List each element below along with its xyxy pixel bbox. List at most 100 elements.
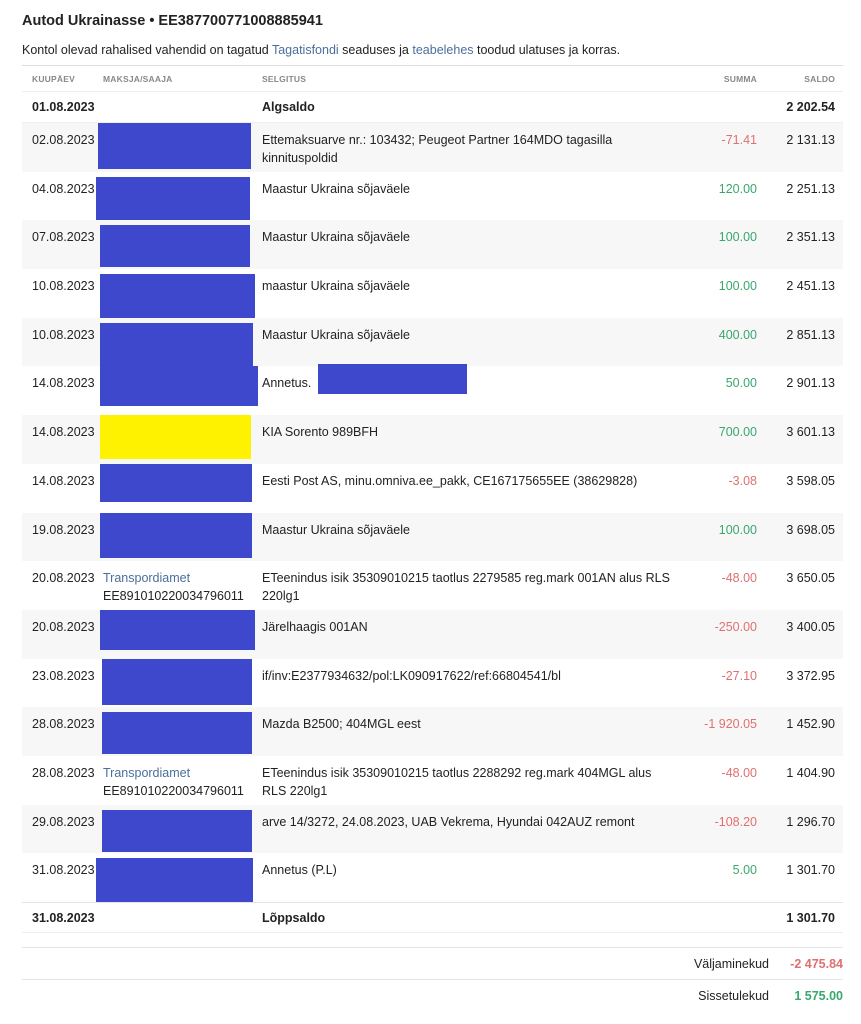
redaction-box	[318, 364, 467, 395]
payer-iban: EE891010220034796011	[103, 589, 244, 604]
redaction-box	[100, 274, 255, 319]
closing-balance-row: 31.08.2023 Lõppsaldo 1 301.70	[22, 902, 843, 933]
redaction-box	[100, 463, 252, 502]
description: ETeenindus isik 35309010215 taotlus 2288…	[262, 765, 652, 798]
redaction-box	[96, 858, 253, 903]
date: 20.08.2023	[32, 571, 95, 586]
table-row[interactable]: 14.08.2023 Eesti Post AS, minu.omniva.ee…	[22, 463, 843, 513]
balance: 1 301.70	[786, 910, 835, 925]
note-text: seaduses ja	[338, 43, 413, 57]
balance: 3 698.05	[786, 522, 835, 537]
opening-balance-row: 01.08.2023 Algsaldo 2 202.54	[22, 92, 843, 123]
deposit-guarantee-note: Kontol olevad rahalised vahendid on taga…	[22, 43, 620, 57]
date: 31.08.2023	[32, 863, 95, 878]
description: Järelhaagis 001AN	[262, 619, 368, 634]
redaction-box	[100, 609, 255, 650]
description: Ettemaksuarve nr.: 103432; Peugeot Partn…	[262, 133, 613, 165]
balance: 2 202.54	[786, 100, 835, 114]
table-row[interactable]: 20.08.2023 Järelhaagis 001AN -250.00 3 4…	[22, 609, 843, 659]
description: Annetus (P.L)	[262, 863, 337, 878]
description: Mazda B2500; 404MGL eest	[262, 717, 421, 732]
amount: -1 920.05	[704, 717, 757, 732]
balance: 2 251.13	[786, 181, 835, 196]
table-row[interactable]: 10.08.2023 maastur Ukraina sõjaväele 100…	[22, 269, 843, 319]
payer: Transpordiamet EE891010220034796011	[103, 764, 262, 805]
description: Maastur Ukraina sõjaväele	[262, 181, 410, 196]
table-row[interactable]: 23.08.2023 if/inv:E2377934632/pol:LK0909…	[22, 658, 843, 708]
col-date: KUUPÄEV	[32, 73, 75, 84]
redaction-box	[100, 225, 250, 268]
description: KIA Sorento 989BFH	[262, 425, 379, 440]
col-amount: SUMMA	[723, 73, 757, 84]
table-row[interactable]: 02.08.2023 Ettemaksuarve nr.: 103432; Pe…	[22, 123, 843, 172]
date: 19.08.2023	[32, 522, 95, 537]
table-row[interactable]: 10.08.2023 Maastur Ukraina sõjaväele 400…	[22, 317, 843, 367]
out-label: Väljaminekud	[693, 956, 769, 971]
payer: Transpordiamet EE891010220034796011	[103, 569, 262, 610]
date: 10.08.2023	[32, 279, 95, 294]
description: Annetus.	[262, 376, 312, 391]
description: Maastur Ukraina sõjaväele	[262, 522, 410, 537]
note-text: toodud ulatuses ja korras.	[473, 43, 621, 57]
description: if/inv:E2377934632/pol:LK090917622/ref:6…	[262, 668, 561, 683]
in-label: Sissetulekud	[698, 988, 769, 1003]
balance: 1 296.70	[786, 814, 835, 829]
date: 14.08.2023	[32, 473, 95, 488]
redaction-box	[100, 415, 251, 460]
table-row[interactable]: 31.08.2023 Annetus (P.L) 5.00 1 301.70	[22, 853, 843, 903]
table-row[interactable]: 28.08.2023 Mazda B2500; 404MGL eest -1 9…	[22, 707, 843, 756]
amount: 100.00	[718, 522, 757, 537]
amount: -250.00	[714, 619, 757, 634]
redaction-box	[96, 176, 250, 222]
out-value: -2 475.84	[790, 956, 843, 971]
balance: 2 851.13	[786, 327, 835, 342]
total-incoming: Sissetulekud 1 575.00	[22, 979, 843, 1011]
balance: 1 452.90	[786, 717, 835, 732]
total-outgoing: Väljaminekud -2 475.84	[22, 947, 843, 979]
description: ETeenindus isik 35309010215 taotlus 2279…	[262, 571, 670, 604]
date: 31.08.2023	[32, 910, 95, 925]
amount: 120.00	[718, 181, 757, 196]
amount: -71.41	[721, 133, 757, 147]
description: Maastur Ukraina sõjaväele	[262, 230, 410, 245]
payer-link[interactable]: Transpordiamet	[103, 765, 191, 780]
label: Algsaldo	[262, 100, 315, 114]
table-row[interactable]: 20.08.2023 Transpordiamet EE8910102200347…	[22, 561, 843, 610]
col-payer: MAKSJA/SAAJA	[103, 73, 173, 84]
table-row[interactable]: 28.08.2023 Transpordiamet EE8910102200347…	[22, 756, 843, 805]
date: 10.08.2023	[32, 327, 95, 342]
amount: -108.20	[714, 814, 757, 829]
date: 07.08.2023	[32, 230, 95, 245]
balance: 2 131.13	[786, 133, 835, 147]
balance: 1 404.90	[786, 765, 835, 780]
redaction-box	[98, 123, 251, 169]
amount: 700.00	[718, 425, 757, 440]
note-text: Kontol olevad rahalised vahendid on taga…	[22, 43, 272, 57]
table-row[interactable]: 14.08.2023 Annetus. 50.00 2 901.13	[22, 364, 843, 415]
balance: 1 301.70	[786, 863, 835, 878]
amount: 5.00	[732, 863, 757, 878]
date: 23.08.2023	[32, 668, 95, 683]
balance: 2 901.13	[786, 376, 835, 391]
table-row[interactable]: 07.08.2023 Maastur Ukraina sõjaväele 100…	[22, 220, 843, 270]
table-row[interactable]: 29.08.2023 arve 14/3272, 24.08.2023, UAB…	[22, 804, 843, 854]
amount: 50.00	[725, 376, 757, 391]
teabelehes-link[interactable]: teabelehes	[412, 43, 474, 57]
redaction-box	[102, 809, 252, 852]
amount: -27.10	[721, 668, 757, 683]
in-value: 1 575.00	[794, 988, 843, 1003]
date: 20.08.2023	[32, 619, 95, 634]
description: maastur Ukraina sõjaväele	[262, 279, 410, 294]
tagatisfondi-link[interactable]: Tagatisfondi	[271, 43, 339, 57]
description: Eesti Post AS, minu.omniva.ee_pakk, CE16…	[262, 473, 638, 488]
date: 01.08.2023	[32, 100, 95, 114]
date: 04.08.2023	[32, 181, 95, 196]
table-row[interactable]: 04.08.2023 Maastur Ukraina sõjaväele 120…	[22, 172, 843, 222]
redaction-box	[102, 658, 252, 705]
table-row[interactable]: 19.08.2023 Maastur Ukraina sõjaväele 100…	[22, 512, 843, 562]
balance: 3 601.13	[786, 425, 835, 440]
payer-link[interactable]: Transpordiamet	[103, 571, 191, 586]
table-row[interactable]: 14.08.2023 KIA Sorento 989BFH 700.00 3 6…	[22, 415, 843, 464]
payer-iban: EE891010220034796011	[103, 783, 244, 798]
balance: 3 598.05	[786, 473, 835, 488]
